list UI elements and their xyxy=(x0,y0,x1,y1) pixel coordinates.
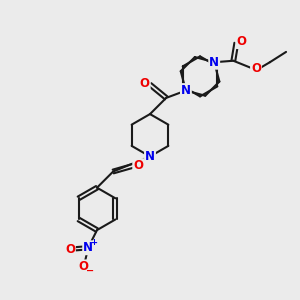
Text: N: N xyxy=(145,150,155,163)
Text: −: − xyxy=(86,266,94,275)
Text: O: O xyxy=(251,61,261,75)
Text: O: O xyxy=(140,77,150,90)
Text: O: O xyxy=(79,260,89,273)
Text: O: O xyxy=(237,35,247,48)
Text: N: N xyxy=(83,241,93,254)
Text: O: O xyxy=(133,159,143,172)
Text: N: N xyxy=(181,84,191,97)
Text: O: O xyxy=(65,243,75,256)
Text: N: N xyxy=(209,56,219,69)
Text: +: + xyxy=(90,238,97,247)
